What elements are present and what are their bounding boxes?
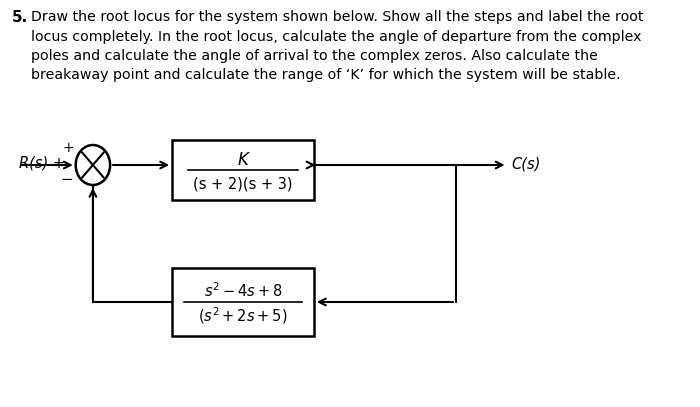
Text: $(s^2 + 2s + 5)$: $(s^2 + 2s + 5)$	[198, 306, 288, 326]
Text: R(s) +: R(s) +	[19, 156, 65, 171]
Bar	[172, 140, 314, 200]
Text: K: K	[237, 151, 248, 169]
Text: −: −	[60, 172, 73, 187]
Text: C(s): C(s)	[512, 157, 541, 171]
Text: Draw the root locus for the system shown below. Show all the steps and label the: Draw the root locus for the system shown…	[31, 10, 643, 83]
Bar	[172, 268, 314, 336]
Circle shape	[76, 145, 110, 185]
Text: $s^2 - 4s + 8$: $s^2 - 4s + 8$	[204, 282, 282, 300]
Text: 5.: 5.	[12, 10, 28, 25]
Text: +: +	[62, 141, 74, 155]
Text: (s + 2)(s + 3): (s + 2)(s + 3)	[193, 177, 293, 192]
